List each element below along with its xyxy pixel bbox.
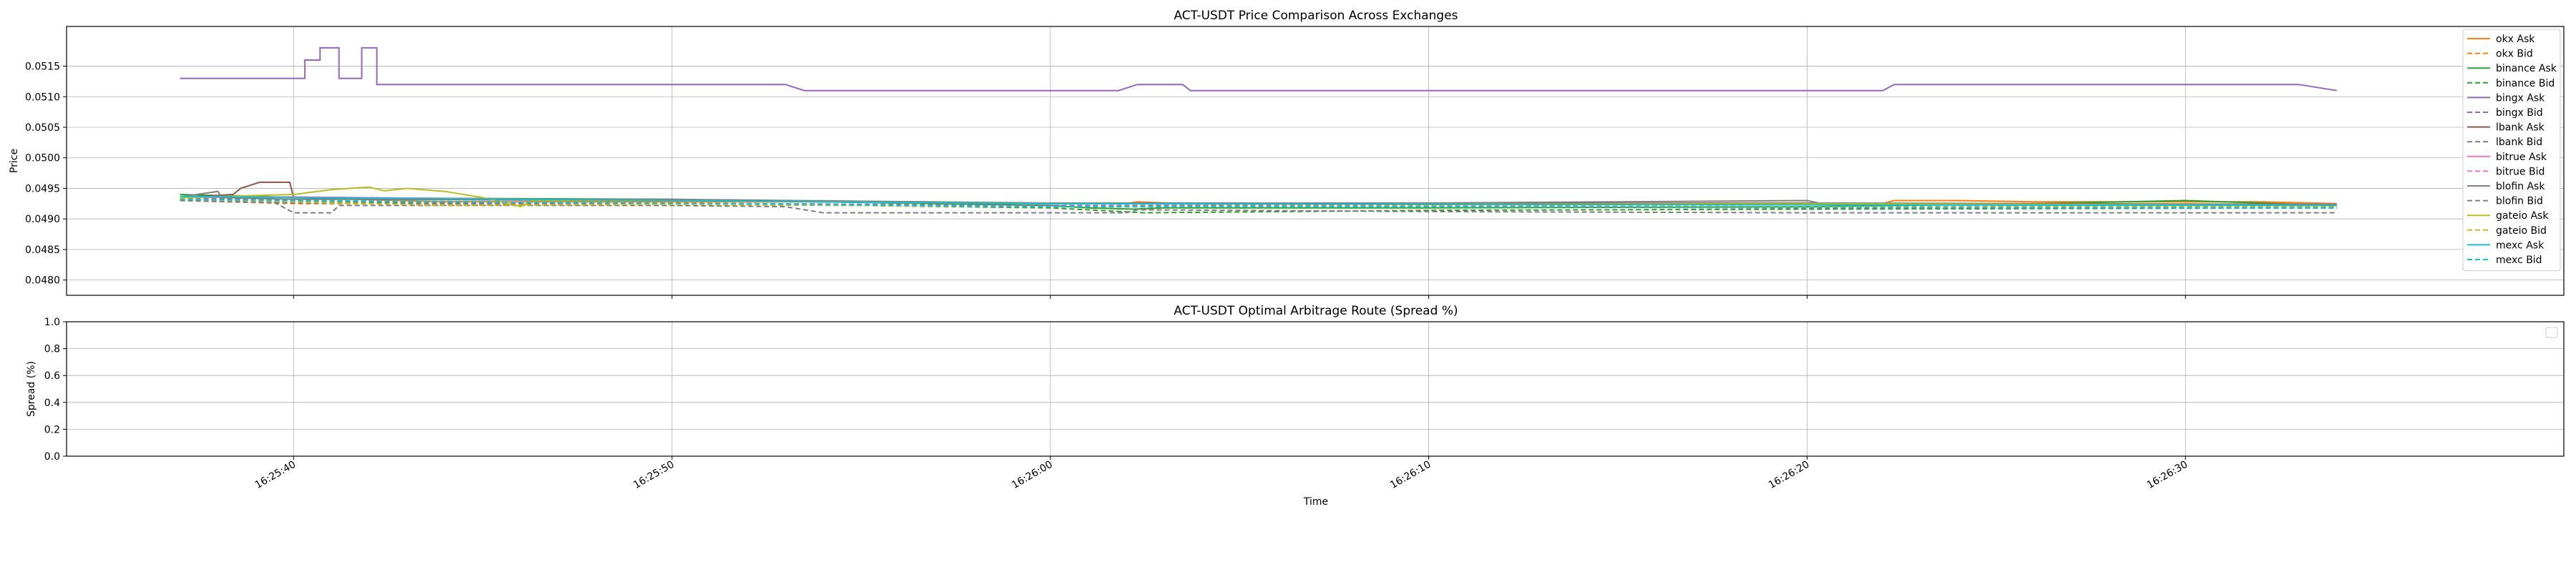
spread-chart-title: ACT-USDT Optimal Arbitrage Route (Spread… [1174, 304, 1458, 318]
legend-entry-label: bitrue Ask [2496, 152, 2547, 163]
spread-y-tick-label: 0.8 [44, 344, 60, 355]
x-axis-label: Time [1303, 496, 1328, 508]
x-tick-label: 16:25:40 [253, 459, 298, 491]
price-y-tick-label: 0.0490 [25, 214, 60, 225]
price-legend: okx Ask okx Bid binance Ask binance Bid bing… [2462, 29, 2561, 272]
legend-entry-label: gateio Bid [2496, 225, 2547, 237]
spread-plot-frame [66, 321, 2565, 457]
price-panel: ACT-USDT Price Comparison Across Exchang… [9, 9, 2565, 299]
spread-y-axis-label: Spread (%) [26, 361, 37, 417]
legend-entry-label: gateio Ask [2496, 210, 2549, 222]
spread-legend-box [2545, 327, 2558, 338]
spread-y-tick-label: 0.6 [44, 370, 60, 382]
series-line-bingx-ask [180, 46, 2337, 92]
spread-panel: ACT-USDT Optimal Arbitrage Route (Spread… [26, 304, 2565, 508]
price-y-tick-label: 0.0515 [25, 61, 60, 73]
price-y-tick-label: 0.0495 [25, 183, 60, 194]
legend-entry-label: blofin Bid [2496, 196, 2543, 207]
price-y-ticks: 0.0480 0.0485 0.0490 0.0495 0.0500 0.0505 0.05… [25, 61, 67, 287]
series-line-mexc-ask [180, 195, 2337, 207]
spread-y-tick-label: 0.4 [44, 398, 60, 409]
series-line-binance-bid [180, 197, 2337, 214]
x-tick-label: 16:26:30 [2145, 459, 2190, 491]
spread-y-tick-label: 1.0 [44, 317, 60, 328]
legend-frame [2462, 29, 2561, 272]
legend-entry-label: mexc Bid [2496, 255, 2542, 266]
price-y-tick-label: 0.0510 [25, 92, 60, 103]
spread-grid [67, 321, 2564, 457]
legend-entry-label: lbank Bid [2496, 137, 2542, 148]
legend-entry-label: blofin Ask [2496, 181, 2545, 192]
x-tick-label: 16:26:10 [1388, 459, 1433, 491]
legend-entry-label: bingx Bid [2496, 107, 2543, 119]
legend-entry-label: okx Ask [2496, 34, 2535, 45]
x-tick-label: 16:25:50 [632, 459, 676, 491]
series-line-lbank-bid [180, 197, 2337, 214]
x-tick-label: 16:26:00 [1010, 459, 1054, 491]
spread-y-ticks: 0.0 0.2 0.4 0.6 0.8 1.0 [44, 317, 67, 463]
spread-y-tick-label: 0.0 [44, 451, 60, 463]
price-y-axis-label: Price [9, 149, 20, 173]
price-chart-title: ACT-USDT Price Comparison Across Exchang… [1174, 9, 1458, 23]
price-grid [67, 26, 2564, 295]
price-y-tick-label: 0.0500 [25, 153, 60, 164]
legend-entry-label: binance Bid [2496, 78, 2555, 89]
legend-entry-label: okx Bid [2496, 49, 2533, 60]
series-line-blofin-ask [180, 190, 2337, 205]
price-x-ticks [293, 295, 2186, 299]
legend-entry-label: bitrue Bid [2496, 166, 2545, 177]
x-tick-label: 16:26:20 [1767, 459, 1811, 491]
legend-entry-label: lbank Ask [2496, 122, 2545, 134]
price-plot-frame [66, 26, 2565, 296]
legend-entry-label: binance Ask [2496, 63, 2557, 74]
legend-entry-label: mexc Ask [2496, 240, 2545, 251]
series-line-mexc-bid [180, 198, 2337, 209]
price-y-tick-label: 0.0485 [25, 245, 60, 256]
spread-y-tick-label: 0.2 [44, 424, 60, 435]
price-series-group [180, 46, 2337, 214]
price-y-tick-label: 0.0480 [25, 275, 60, 287]
spread-x-ticks: 16:25:40 16:25:50 16:26:00 16:26:10 16:26:20… [253, 456, 2190, 491]
price-y-tick-label: 0.0505 [25, 122, 60, 134]
legend-entry-label: bingx Ask [2496, 92, 2545, 104]
